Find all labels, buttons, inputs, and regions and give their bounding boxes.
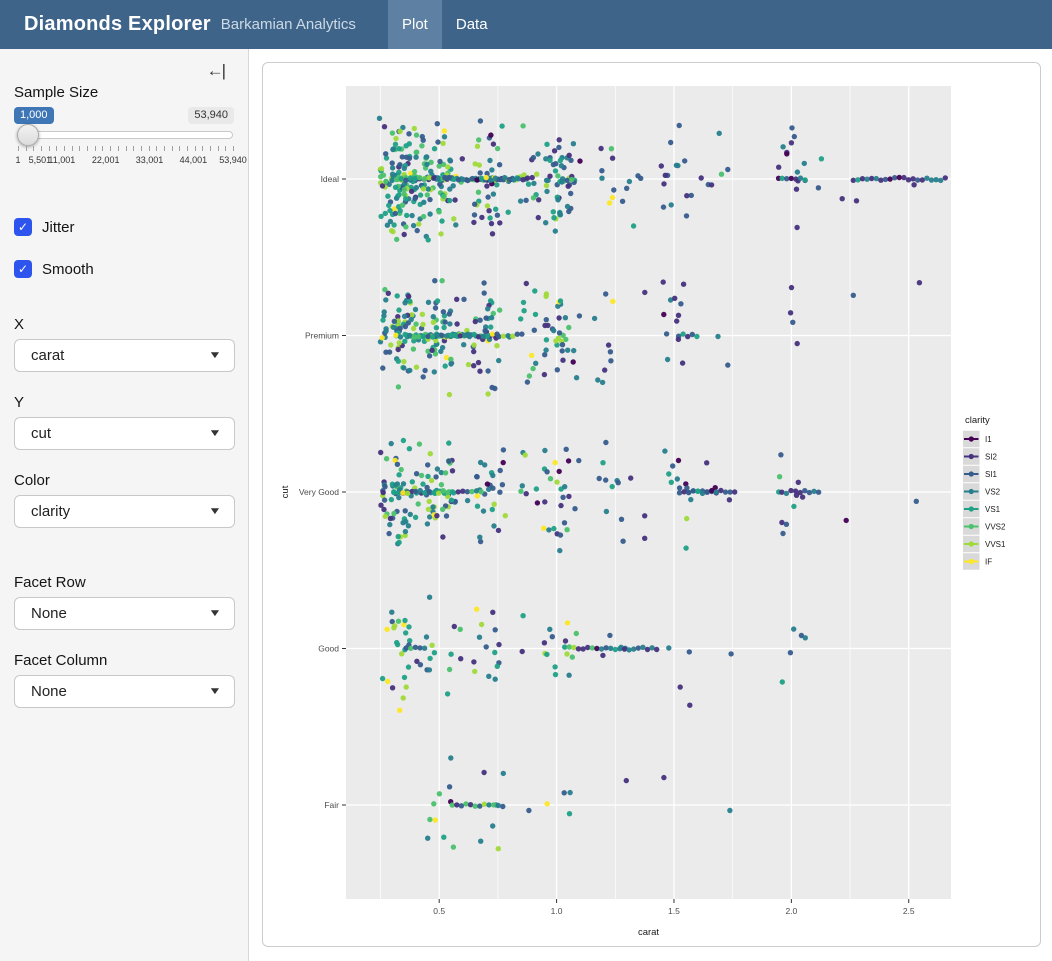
svg-text:Ideal: Ideal — [321, 174, 340, 184]
sidebar: ←| Sample Size 1,000 53,940 1 5,501 11,001… — [0, 49, 249, 961]
smooth-checkbox-row[interactable]: ✓ Smooth — [14, 260, 94, 278]
legend: clarity I1 SI2 SI1 VS2 VS1 VVS2 VVS1 IF — [963, 415, 1006, 570]
facet-column-select[interactable]: None ▼ — [14, 675, 235, 708]
svg-text:VS1: VS1 — [985, 505, 1001, 514]
slider-tick-label: 11,001 — [48, 155, 76, 165]
sample-size-slider-handle[interactable] — [17, 124, 39, 146]
sample-size-slider-track[interactable] — [18, 131, 233, 139]
jitter-label: Jitter — [42, 218, 75, 236]
x-select-label: X — [14, 316, 25, 333]
sample-size-label: Sample Size — [14, 84, 99, 101]
slider-tick-label: 53,940 — [219, 155, 247, 165]
svg-text:I1: I1 — [985, 435, 992, 444]
slider-tick-label: 44,001 — [179, 155, 208, 165]
svg-text:2.0: 2.0 — [785, 906, 797, 916]
tab-plot[interactable]: Plot — [388, 0, 442, 49]
facet-column-select-label: Facet Column — [14, 652, 108, 669]
app-header: Diamonds Explorer Barkamian Analytics Pl… — [0, 0, 1052, 49]
chevron-down-icon: ▼ — [208, 350, 222, 361]
y-select-label: Y — [14, 394, 25, 411]
slider-tick-label: 22,001 — [91, 155, 120, 165]
svg-text:VVS2: VVS2 — [985, 523, 1006, 532]
facet-row-select-value: None — [31, 605, 67, 622]
y-select-value: cut — [31, 425, 52, 442]
slider-tick-label: 1 — [15, 155, 21, 165]
app-title: Diamonds Explorer — [24, 13, 211, 35]
brand: Diamonds Explorer Barkamian Analytics — [24, 0, 356, 49]
chevron-down-icon: ▼ — [208, 506, 222, 517]
x-select-value: carat — [31, 347, 65, 364]
svg-text:Fair: Fair — [324, 800, 339, 810]
y-select[interactable]: cut ▼ — [14, 417, 235, 450]
facet-row-select[interactable]: None ▼ — [14, 597, 235, 630]
nav-tabs: Plot Data — [388, 0, 502, 49]
jitter-checkbox-row[interactable]: ✓ Jitter — [14, 218, 75, 236]
legend-title: clarity — [965, 415, 990, 426]
svg-text:SI1: SI1 — [985, 470, 998, 479]
svg-text:Good: Good — [318, 644, 339, 654]
svg-text:Premium: Premium — [305, 331, 339, 341]
app-subtitle: Barkamian Analytics — [220, 16, 356, 33]
slider-tick-label: 5,501 — [28, 155, 52, 165]
jitter-checkbox[interactable]: ✓ — [14, 218, 32, 236]
svg-text:Very Good: Very Good — [299, 487, 339, 497]
slider-max-badge: 53,940 — [188, 107, 234, 125]
slider-ticks — [18, 146, 234, 152]
svg-text:VS2: VS2 — [985, 488, 1001, 497]
smooth-checkbox[interactable]: ✓ — [14, 260, 32, 278]
sidebar-collapse-icon[interactable]: ←| — [206, 61, 226, 80]
smooth-chain-points — [389, 174, 948, 810]
color-select[interactable]: clarity ▼ — [14, 495, 235, 528]
svg-text:1.0: 1.0 — [551, 906, 563, 916]
svg-text:2.5: 2.5 — [903, 906, 915, 916]
chevron-down-icon: ▼ — [208, 428, 222, 439]
main-content: 0.5 1.0 1.5 2.0 2.5 Ideal Premium Very Good Good… — [250, 49, 1052, 961]
svg-text:SI2: SI2 — [985, 453, 998, 462]
svg-text:IF: IF — [985, 558, 992, 567]
x-select[interactable]: carat ▼ — [14, 339, 235, 372]
facet-row-select-label: Facet Row — [14, 574, 86, 591]
chevron-down-icon: ▼ — [208, 608, 222, 619]
slider-value-badge: 1,000 — [14, 107, 54, 125]
svg-text:VVS1: VVS1 — [985, 540, 1006, 549]
svg-text:0.5: 0.5 — [433, 906, 445, 916]
smooth-label: Smooth — [42, 260, 94, 278]
plot-card: 0.5 1.0 1.5 2.0 2.5 Ideal Premium Very Good Good… — [262, 62, 1041, 947]
slider-tick-label: 33,001 — [135, 155, 164, 165]
chevron-down-icon: ▼ — [208, 686, 222, 697]
slider-tick-labels: 1 5,501 11,001 22,001 33,001 44,001 53,940 — [15, 155, 248, 167]
y-axis-title: cut — [280, 485, 291, 498]
svg-text:1.5: 1.5 — [668, 906, 680, 916]
axes: 0.5 1.0 1.5 2.0 2.5 Ideal Premium Very Good Good… — [280, 174, 915, 938]
facet-column-select-value: None — [31, 683, 67, 700]
color-select-value: clarity — [31, 503, 71, 520]
color-select-label: Color — [14, 472, 50, 489]
plot-svg: 0.5 1.0 1.5 2.0 2.5 Ideal Premium Very Good Good… — [280, 86, 1006, 938]
x-axis-title: carat — [638, 927, 659, 938]
tab-data[interactable]: Data — [455, 16, 488, 33]
